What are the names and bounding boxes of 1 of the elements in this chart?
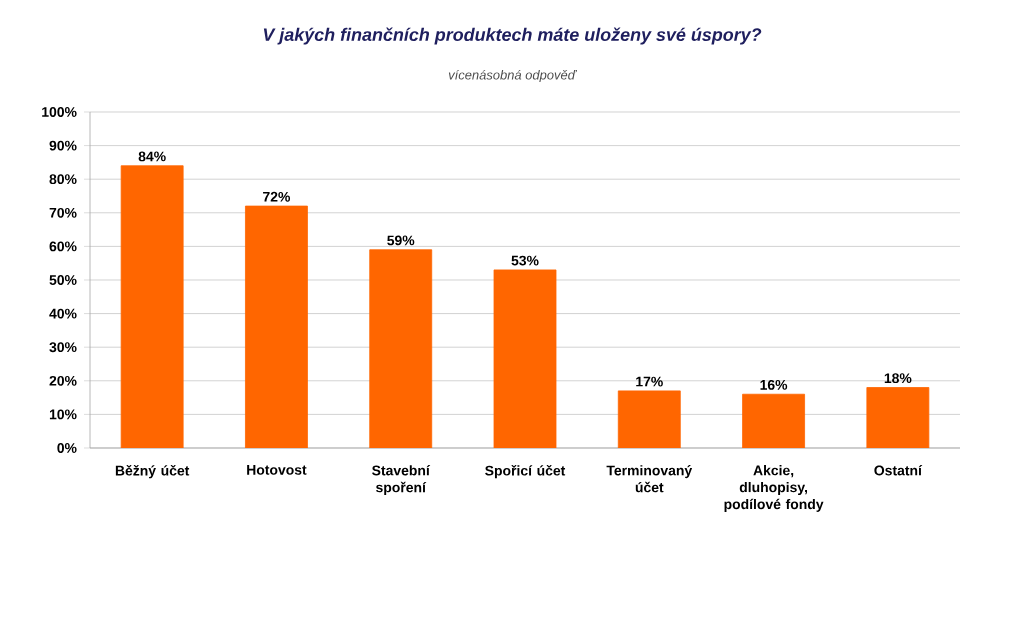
- chart-title: V jakých finančních produktech máte uloženy své úspory?: [263, 27, 762, 45]
